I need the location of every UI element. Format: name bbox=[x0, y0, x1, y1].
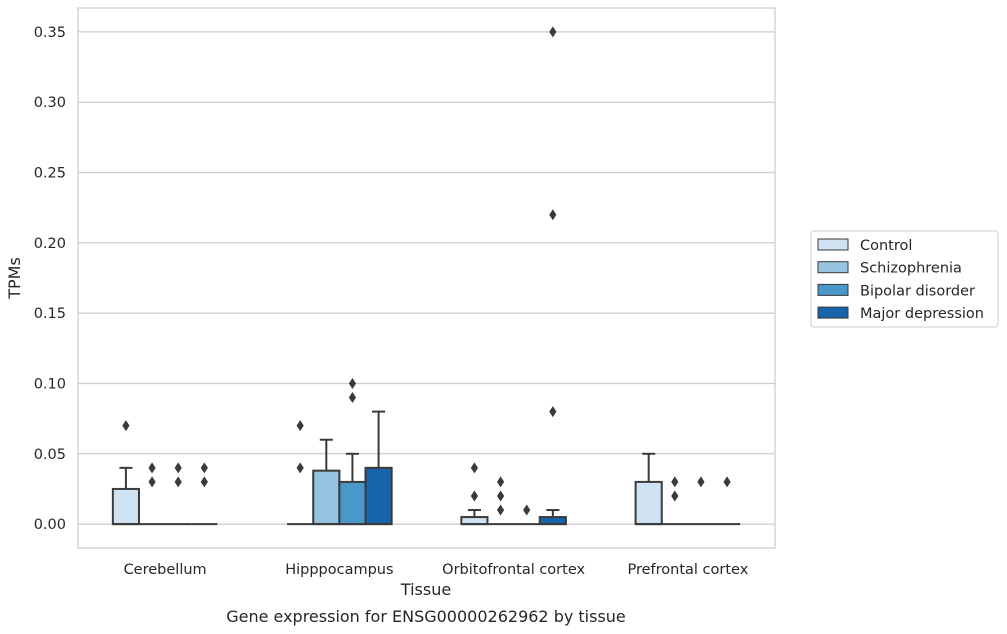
outlier-point bbox=[200, 476, 208, 488]
outlier-point bbox=[174, 462, 182, 474]
legend-swatch bbox=[817, 283, 849, 296]
outlier-point bbox=[549, 26, 557, 38]
legend-swatch bbox=[817, 238, 849, 251]
y-tick-label: 0.30 bbox=[34, 95, 66, 111]
outlier-point bbox=[496, 490, 505, 502]
box-group bbox=[687, 476, 715, 526]
outlier-point bbox=[122, 420, 130, 432]
legend-label: Major depression bbox=[860, 306, 984, 322]
outlier-point bbox=[496, 504, 505, 516]
box-group bbox=[460, 462, 489, 526]
box-marks bbox=[111, 26, 741, 526]
legend-label: Bipolar disorder bbox=[860, 283, 975, 299]
x-tick-label: Prefrontal cortex bbox=[627, 562, 748, 578]
y-tick-labels: 0.00 0.05 0.10 0.15 0.20 0.25 0.30 0.35 bbox=[34, 25, 66, 533]
box bbox=[538, 516, 567, 526]
outlier-point bbox=[470, 490, 479, 502]
outlier-point bbox=[549, 209, 557, 221]
box bbox=[460, 516, 489, 526]
outlier-point bbox=[174, 476, 182, 488]
x-tick-label: Hipppocampus bbox=[285, 562, 393, 578]
box-group bbox=[661, 476, 688, 526]
outlier-point bbox=[723, 476, 731, 488]
y-tick-label: 0.35 bbox=[34, 25, 66, 41]
box-group bbox=[165, 462, 192, 526]
box-group bbox=[312, 438, 341, 526]
box bbox=[338, 480, 367, 526]
outlier-point bbox=[348, 392, 357, 404]
outlier-point bbox=[200, 462, 208, 474]
outlier-point bbox=[348, 377, 357, 389]
outlier-point bbox=[671, 476, 679, 488]
outlier-point bbox=[671, 490, 679, 502]
x-axis-label: Tissue bbox=[400, 580, 451, 599]
box-group bbox=[138, 462, 166, 526]
legend-swatch bbox=[817, 306, 849, 319]
box-group bbox=[364, 410, 393, 526]
box-group bbox=[714, 476, 741, 526]
legend-label: Control bbox=[860, 238, 912, 254]
box bbox=[634, 480, 663, 526]
y-tick-label: 0.00 bbox=[34, 517, 66, 533]
box-group bbox=[634, 452, 663, 526]
legend: Control Schizophrenia Bipolar disorder Majo… bbox=[810, 230, 999, 328]
y-axis-label: TPMs bbox=[5, 257, 24, 300]
y-tick-label: 0.20 bbox=[34, 236, 66, 252]
outlier-point bbox=[296, 420, 304, 432]
box-group bbox=[487, 476, 514, 526]
box bbox=[111, 487, 140, 526]
y-tick-label: 0.25 bbox=[34, 166, 66, 182]
outlier-point bbox=[296, 462, 304, 474]
outlier-point bbox=[523, 504, 531, 516]
box-group bbox=[191, 462, 218, 526]
box-group bbox=[513, 504, 540, 526]
x-tick-label: Cerebellum bbox=[124, 562, 207, 578]
x-tick-labels: Cerebellum Hipppocampus Orbitofrontal cort… bbox=[124, 562, 749, 578]
outlier-point bbox=[549, 406, 557, 418]
chart-caption: Gene expression for ENSG00000262962 by t… bbox=[226, 607, 626, 626]
box-group bbox=[538, 26, 567, 526]
plot-area bbox=[78, 8, 775, 548]
box bbox=[312, 469, 341, 526]
y-tick-label: 0.05 bbox=[34, 447, 66, 463]
box-group bbox=[111, 420, 140, 526]
legend-label: Schizophrenia bbox=[860, 261, 962, 277]
box bbox=[364, 466, 393, 526]
legend-swatch bbox=[817, 261, 849, 274]
y-tick-label: 0.10 bbox=[34, 376, 66, 392]
outlier-point bbox=[496, 476, 505, 488]
x-tick-label: Orbitofrontal cortex bbox=[442, 562, 585, 578]
outlier-point bbox=[148, 462, 156, 474]
gridlines bbox=[78, 31, 775, 525]
outlier-point bbox=[470, 462, 479, 474]
legend-frame bbox=[810, 230, 999, 328]
outlier-point bbox=[148, 476, 156, 488]
y-tick-label: 0.15 bbox=[34, 306, 66, 322]
plot-frame bbox=[77, 7, 776, 549]
box-group bbox=[287, 420, 314, 526]
outlier-point bbox=[697, 476, 705, 488]
